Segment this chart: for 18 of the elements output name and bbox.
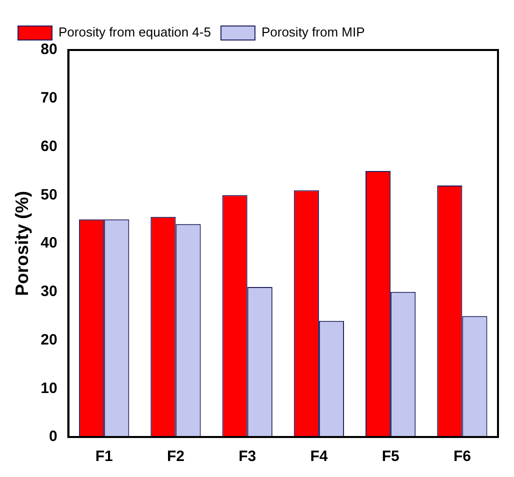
x-tick-label: F1 [95, 448, 113, 466]
x-tick-label: F6 [453, 448, 471, 466]
y-tick-label: 0 [48, 428, 58, 446]
y-tick-label: 30 [40, 283, 58, 300]
y-tick-label: 60 [40, 138, 58, 155]
y-tick-label: 10 [40, 380, 58, 397]
y-tick-label: 50 [40, 186, 58, 204]
x-tick-label: F4 [310, 448, 328, 466]
legend-label: Porosity from equation 4-5 [58, 24, 211, 40]
x-tick-label: F2 [166, 448, 184, 466]
y-tick-label: 20 [40, 331, 58, 348]
y-axis-title: Porosity (%) [12, 190, 32, 296]
y-tick-label: 40 [40, 234, 58, 252]
y-tick-label: 80 [40, 41, 58, 58]
y-tick-label: 70 [40, 90, 58, 107]
legend-label: Porosity from MIP [261, 24, 365, 40]
x-tick-label: F5 [382, 448, 400, 466]
x-tick-label: F3 [238, 448, 256, 466]
